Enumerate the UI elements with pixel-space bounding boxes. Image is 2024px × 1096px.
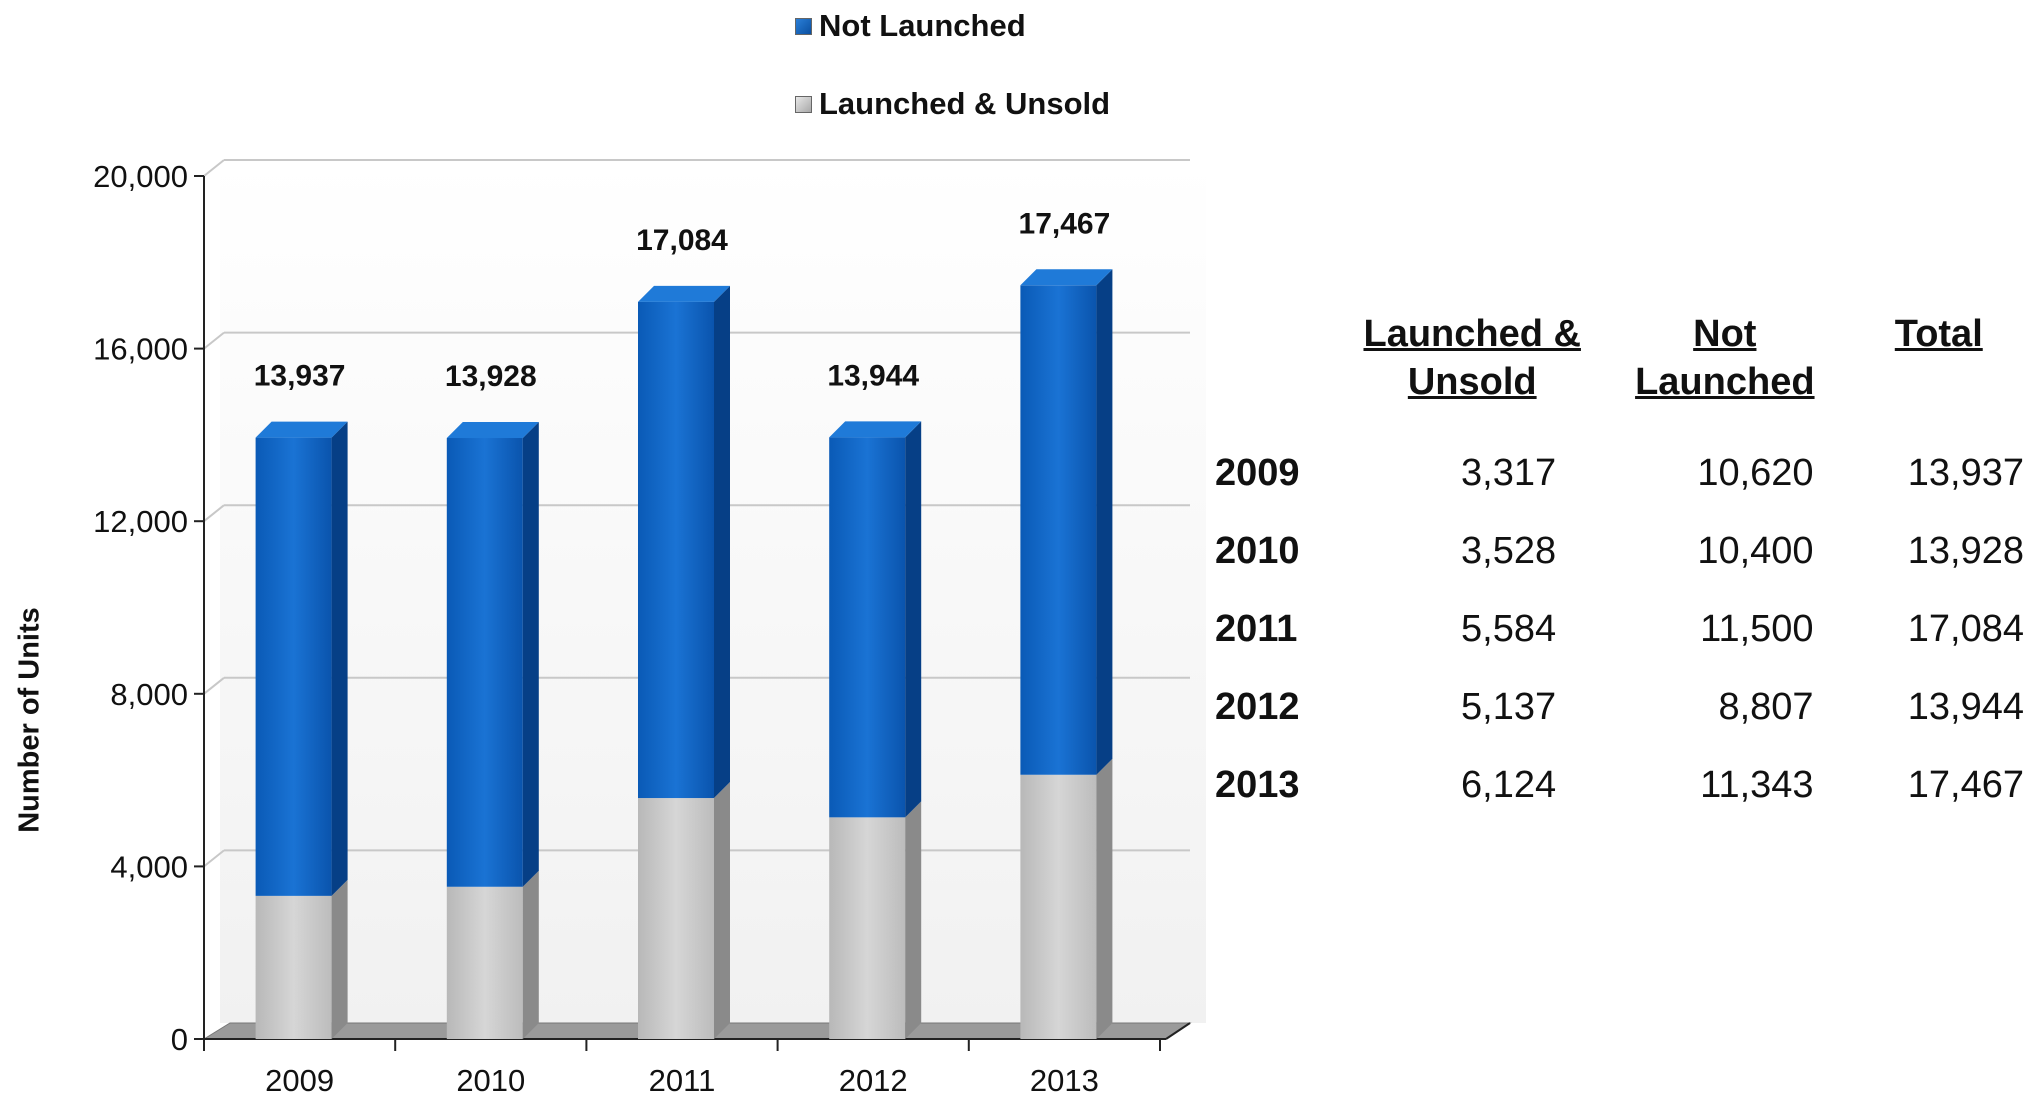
bar-total-label: 13,928: [445, 360, 537, 393]
bar-not-launched-side: [905, 421, 922, 818]
legend-item-not-launched: Not Launched: [795, 8, 1026, 44]
bar-launched-unsold-front: [638, 798, 714, 1039]
bar-not-launched-front: [255, 437, 332, 896]
bar-not-launched-top: [446, 422, 539, 439]
table-row: 2012 5,137 8,807 13,944: [1215, 668, 2024, 746]
bar-launched-unsold-side: [522, 870, 539, 1039]
table-cell-not-launched: 8,807: [1718, 685, 1814, 728]
bar-launched-unsold-front: [446, 886, 523, 1039]
launched-unsold-swatch: [795, 95, 812, 113]
table-cell-launched-unsold: 5,584: [1461, 607, 1557, 650]
table-cell-not-launched: 11,343: [1700, 763, 1814, 806]
table-cell-launched-unsold: 6,124: [1461, 763, 1557, 806]
bar-not-launched-top: [255, 421, 348, 438]
legend-label-launched-unsold: Launched & Unsold: [819, 86, 1111, 121]
table-row: 2009 3,317 10,620 13,937: [1215, 434, 2024, 512]
table-header-launched-unsold: Launched & Unsold: [1363, 313, 1581, 403]
table-cell-not-launched: 10,620: [1697, 451, 1814, 494]
table-header-not-launched: Not Launched: [1635, 313, 1815, 403]
bar-launched-unsold-side: [331, 879, 348, 1039]
y-tick-label: 16,000: [93, 332, 188, 367]
gridline-depth: [203, 677, 225, 695]
gridline-depth: [203, 849, 225, 868]
bar-not-launched-side: [1096, 269, 1113, 775]
table-cell-launched-unsold: 3,317: [1461, 451, 1557, 494]
table-cell-year: 2009: [1215, 451, 1300, 494]
bar-not-launched-front: [446, 438, 523, 887]
table-cell-total: 13,944: [1907, 685, 2024, 728]
table-header-total: Total: [1894, 313, 1983, 355]
legend-item-launched-unsold: Launched & Unsold: [795, 86, 1110, 122]
table-cell-total: 13,937: [1907, 451, 2024, 494]
gridline-depth: [203, 504, 225, 522]
y-tick-label: 12,000: [93, 504, 188, 539]
table-cell-year: 2011: [1215, 607, 1298, 650]
x-tick-label: 2011: [649, 1063, 716, 1096]
table-cell-not-launched: 11,500: [1700, 607, 1814, 650]
y-tick-label: 4,000: [110, 849, 188, 884]
bar-not-launched-side: [714, 285, 730, 799]
not-launched-swatch: [795, 17, 812, 35]
y-tick-label: 20,000: [93, 159, 188, 194]
table-cell-year: 2010: [1215, 529, 1300, 572]
y-tick-label: 0: [171, 1022, 188, 1057]
legend-label-not-launched: Not Launched: [819, 8, 1026, 43]
x-axis-end: [1165, 1022, 1191, 1040]
bar-total-label: 13,944: [827, 359, 919, 392]
bar-not-launched-front: [638, 301, 714, 799]
table-header-year: [1215, 310, 1348, 434]
table-cell-launched-unsold: 5,137: [1461, 685, 1557, 728]
data-table: Launched & Unsold Not Launched Total 2009 …: [1215, 310, 2024, 824]
bar-launched-unsold-side: [714, 782, 730, 1039]
bar-total-label: 17,084: [636, 224, 728, 257]
bar-launched-unsold-front: [829, 817, 906, 1039]
bar-total-label: 17,467: [1019, 207, 1111, 240]
table-cell-total: 13,928: [1907, 529, 2024, 572]
bar-launched-unsold-front: [1020, 774, 1097, 1039]
bar-not-launched-top: [1020, 269, 1113, 286]
table-header-row: Launched & Unsold Not Launched Total: [1215, 310, 2024, 434]
table-cell-not-launched: 10,400: [1697, 529, 1814, 572]
x-tick-label: 2010: [456, 1063, 525, 1096]
table-cell-total: 17,467: [1907, 763, 2024, 806]
y-tick-label: 8,000: [110, 677, 188, 712]
bar-launched-unsold-side: [905, 801, 922, 1039]
bar-launched-unsold-side: [1096, 758, 1113, 1039]
bar-launched-unsold-front: [255, 895, 332, 1039]
bar-not-launched-side: [331, 421, 348, 896]
bar-not-launched-front: [829, 437, 906, 818]
x-tick-label: 2013: [1030, 1063, 1099, 1096]
gridline-depth: [203, 159, 225, 177]
table-row: 2013 6,124 11,343 17,467: [1215, 746, 2024, 824]
bar-not-launched-top: [829, 421, 922, 438]
bar-total-label: 13,937: [254, 360, 346, 393]
table-cell-year: 2013: [1215, 763, 1300, 806]
gridline-depth: [203, 331, 225, 350]
table-cell-total: 17,084: [1907, 607, 2024, 650]
bar-not-launched-top: [638, 285, 730, 302]
x-tick-label: 2012: [839, 1063, 908, 1096]
table-cell-launched-unsold: 3,528: [1461, 529, 1557, 572]
table-row: 2010 3,528 10,400 13,928: [1215, 512, 2024, 590]
x-tick-label: 2009: [265, 1063, 334, 1096]
bar-not-launched-front: [1020, 285, 1097, 775]
table-cell-year: 2012: [1215, 685, 1300, 728]
bar-not-launched-side: [522, 422, 539, 887]
table-row: 2011 5,584 11,500 17,084: [1215, 590, 2024, 668]
